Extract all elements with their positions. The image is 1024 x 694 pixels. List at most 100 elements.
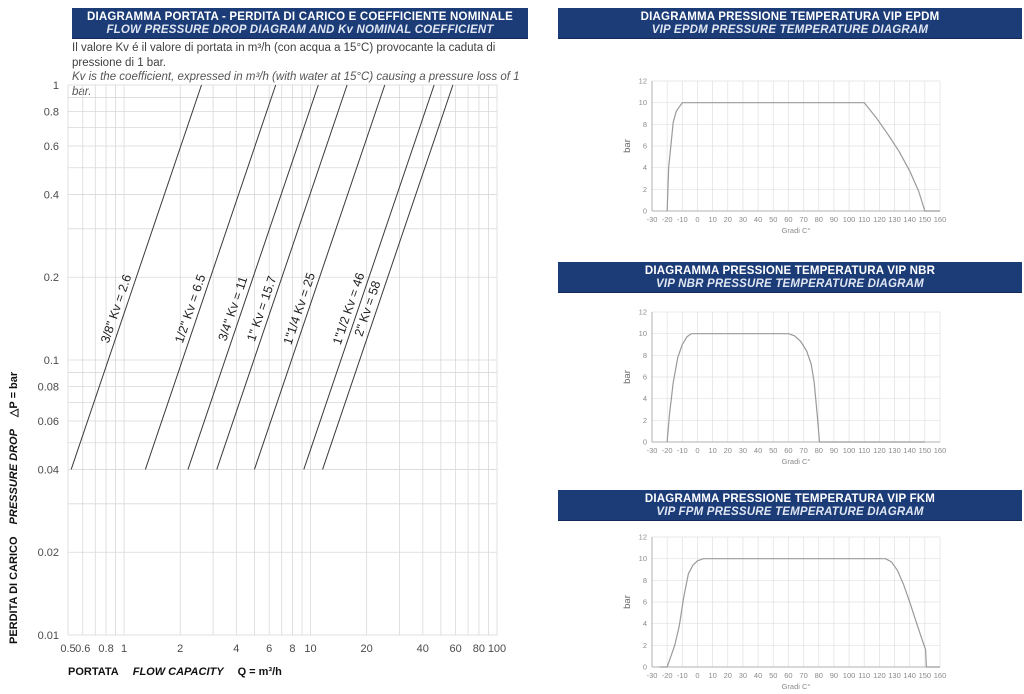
- svg-text:130: 130: [888, 671, 901, 680]
- svg-text:120: 120: [873, 446, 886, 455]
- svg-text:0: 0: [643, 207, 647, 216]
- svg-text:0.6: 0.6: [75, 643, 90, 655]
- svg-text:30: 30: [739, 215, 747, 224]
- pt-nbr-title-bar: DIAGRAMMA PRESSIONE TEMPERATURA VIP NBR …: [558, 262, 1022, 292]
- svg-text:10: 10: [639, 98, 647, 107]
- pt-chart-xaxis-title: Gradi C°: [782, 682, 811, 691]
- svg-text:120: 120: [873, 671, 886, 680]
- svg-text:1: 1: [53, 80, 59, 92]
- pt-epdm-chart: -30 -20 -10 0 10 20 30 40 50 60 70 80 90 100 110 120 130…: [622, 77, 947, 236]
- svg-text:2: 2: [177, 643, 183, 655]
- pt-chart-ticks: -30 -20 -10 0 10 20 30 40 50 60 70 80 90 100 110 120 130…: [639, 77, 947, 225]
- svg-text:140: 140: [903, 446, 916, 455]
- svg-text:40: 40: [754, 671, 762, 680]
- kv-line-label: 1"1/4 Kv = 25: [281, 271, 318, 347]
- svg-text:0.5: 0.5: [60, 643, 75, 655]
- svg-text:2: 2: [643, 185, 647, 194]
- kv-line-label: 1/2" Kv = 6.5: [172, 273, 208, 345]
- svg-text:160: 160: [934, 671, 947, 680]
- svg-text:8: 8: [643, 576, 647, 585]
- svg-text:-30: -30: [647, 671, 658, 680]
- svg-text:0.01: 0.01: [38, 630, 59, 642]
- flow-chart-xaxis-title: PORTATA FLOW CAPACITY Q = m³/h: [68, 666, 282, 678]
- pt-nbr-title-italian: DIAGRAMMA PRESSIONE TEMPERATURA VIP NBR: [644, 264, 936, 277]
- kv-line-label: 3/4" Kv = 11: [216, 275, 251, 343]
- svg-text:80: 80: [815, 215, 823, 224]
- svg-text:1: 1: [121, 643, 127, 655]
- svg-text:20: 20: [724, 671, 732, 680]
- svg-text:50: 50: [769, 671, 777, 680]
- svg-text:20: 20: [724, 446, 732, 455]
- pt-chart-xaxis-title: Gradi C°: [782, 226, 811, 235]
- svg-text:160: 160: [934, 446, 947, 455]
- svg-text:110: 110: [858, 671, 870, 680]
- pt-curve: [659, 558, 940, 668]
- svg-text:10: 10: [639, 329, 647, 338]
- pt-chart-ticks: -30 -20 -10 0 10 20 30 40 50 60 70 80 90 100 110 120 130…: [639, 308, 947, 456]
- flow-diagram-title-bar: DIAGRAMMA PORTATA - PERDITA DI CARICO E …: [72, 8, 528, 38]
- svg-text:0.4: 0.4: [44, 189, 59, 201]
- pt-epdm-title-italian: DIAGRAMMA PRESSIONE TEMPERATURA VIP EPDM: [640, 10, 940, 23]
- flow-chart-ticks: 0.5 0.6 0.8 1 2 4 6 8 10 20 40 60 80 10010.80.60.40.2…: [38, 80, 507, 655]
- svg-text:4: 4: [643, 394, 647, 403]
- svg-text:-20: -20: [662, 671, 673, 680]
- pt-curve: [666, 102, 940, 212]
- pt-curve: [666, 333, 925, 443]
- svg-text:-10: -10: [677, 215, 688, 224]
- svg-text:0.8: 0.8: [44, 107, 59, 119]
- svg-text:0.8: 0.8: [98, 643, 113, 655]
- svg-text:0: 0: [695, 671, 699, 680]
- svg-text:110: 110: [858, 215, 870, 224]
- flow-chart-grid: [67, 84, 498, 636]
- pt-nbr-chart: -30 -20 -10 0 10 20 30 40 50 60 70 80 90 100 110 120 130…: [622, 308, 947, 467]
- svg-text:150: 150: [919, 446, 932, 455]
- kv-line-label: 3/8" Kv = 2.6: [98, 273, 134, 345]
- flow-diagram-title-italian: DIAGRAMMA PORTATA - PERDITA DI CARICO E …: [87, 10, 513, 23]
- svg-text:90: 90: [830, 446, 838, 455]
- svg-text:50: 50: [769, 446, 777, 455]
- svg-text:60: 60: [784, 671, 792, 680]
- svg-text:0.02: 0.02: [38, 547, 59, 559]
- svg-text:50: 50: [769, 215, 777, 224]
- svg-text:10: 10: [708, 446, 716, 455]
- svg-text:90: 90: [830, 671, 838, 680]
- svg-text:140: 140: [903, 215, 916, 224]
- pt-fkm-chart: -30 -20 -10 0 10 20 30 40 50 60 70 80 90 100 110 120 130…: [622, 533, 947, 692]
- svg-text:60: 60: [784, 446, 792, 455]
- svg-text:80: 80: [815, 446, 823, 455]
- svg-text:40: 40: [754, 446, 762, 455]
- svg-text:4: 4: [233, 643, 239, 655]
- svg-text:30: 30: [739, 446, 747, 455]
- svg-text:10: 10: [708, 671, 716, 680]
- pt-chart-grid: [651, 311, 941, 443]
- svg-text:20: 20: [361, 643, 373, 655]
- svg-text:8: 8: [643, 120, 647, 129]
- svg-text:0.1: 0.1: [44, 355, 59, 367]
- svg-text:8: 8: [289, 643, 295, 655]
- svg-text:150: 150: [919, 671, 932, 680]
- svg-text:160: 160: [934, 215, 947, 224]
- pt-chart-yaxis-title: bar: [622, 139, 633, 153]
- kv-description: Il valore Kv é il valore di portata in m…: [72, 41, 542, 99]
- svg-text:100: 100: [843, 446, 856, 455]
- kv-line-label: 1" Kv = 15.7: [244, 274, 279, 343]
- svg-text:12: 12: [639, 308, 647, 317]
- pt-nbr-title-english: VIP NBR PRESSURE TEMPERATURE DIAGRAM: [656, 277, 924, 290]
- svg-text:0.08: 0.08: [38, 382, 59, 394]
- svg-text:6: 6: [643, 142, 647, 151]
- flow-diagram-title-english: FLOW PRESSURE DROP DIAGRAM AND Kv NOMINA…: [106, 23, 494, 36]
- svg-text:0: 0: [695, 215, 699, 224]
- svg-text:120: 120: [873, 215, 886, 224]
- svg-text:-10: -10: [677, 671, 688, 680]
- svg-text:90: 90: [830, 215, 838, 224]
- pt-chart-yaxis-title: bar: [622, 595, 633, 609]
- svg-text:0.04: 0.04: [38, 464, 59, 476]
- svg-text:40: 40: [754, 215, 762, 224]
- svg-text:10: 10: [304, 643, 316, 655]
- svg-text:100: 100: [843, 671, 856, 680]
- svg-text:140: 140: [903, 671, 916, 680]
- svg-text:150: 150: [919, 215, 932, 224]
- svg-text:80: 80: [815, 671, 823, 680]
- svg-text:-30: -30: [647, 215, 658, 224]
